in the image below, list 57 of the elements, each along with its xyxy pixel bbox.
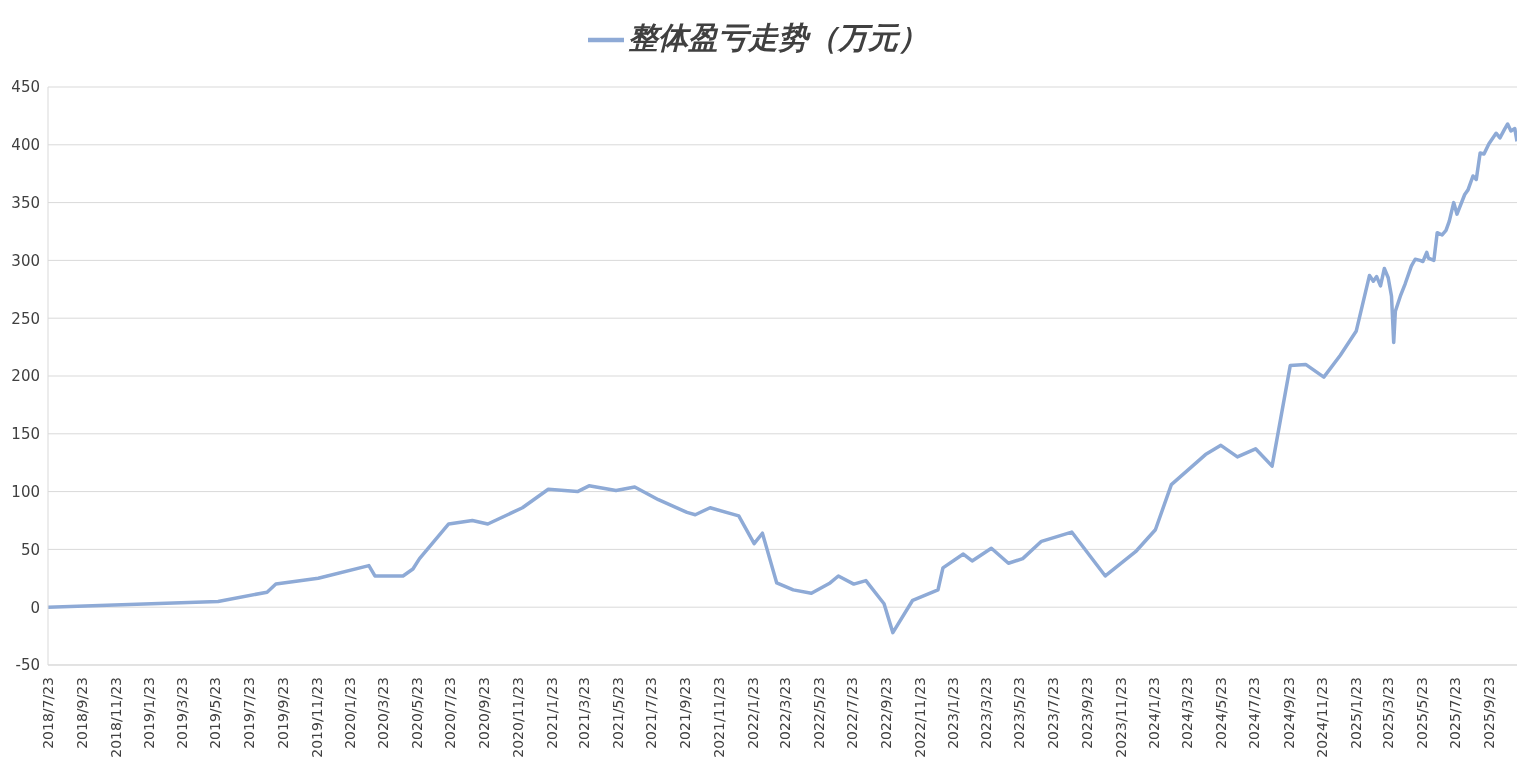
x-tick-label: 2022/5/23 (810, 677, 827, 749)
x-tick-label: 2020/5/23 (408, 677, 425, 749)
x-tick-label: 2024/3/23 (1179, 677, 1196, 749)
x-tick-label: 2023/1/23 (945, 677, 962, 749)
x-tick-label: 2020/7/23 (442, 677, 459, 749)
x-tick-label: 2025/3/23 (1380, 677, 1397, 749)
x-tick-label: 2018/9/23 (74, 677, 91, 749)
x-tick-label: 2025/5/23 (1413, 677, 1430, 749)
x-tick-label: 2025/1/23 (1347, 677, 1364, 749)
x-tick-label: 2019/11/23 (308, 677, 325, 758)
x-tick-label: 2023/11/23 (1112, 677, 1129, 758)
x-tick-label: 2021/1/23 (543, 677, 560, 749)
x-tick-label: 2021/3/23 (576, 677, 593, 749)
legend-label: 整体盈亏走势（万元） (627, 20, 928, 55)
x-tick-label: 2021/7/23 (643, 677, 660, 749)
y-tick-label: 300 (11, 251, 40, 270)
x-tick-label: 2022/9/23 (878, 677, 895, 749)
x-tick-label: 2024/11/23 (1314, 677, 1331, 758)
x-tick-label: 2019/7/23 (240, 677, 257, 749)
y-tick-label: -50 (15, 656, 40, 675)
x-tick-label: 2019/9/23 (275, 677, 292, 749)
y-tick-label: 100 (11, 482, 40, 501)
x-tick-label: 2023/5/23 (1011, 677, 1028, 749)
x-tick-label: 2022/11/23 (911, 677, 928, 758)
line-series (48, 122, 1517, 635)
x-tick-label: 2019/3/23 (173, 677, 190, 749)
y-tick-label: 0 (30, 598, 40, 617)
x-tick-label: 2020/11/23 (510, 677, 527, 758)
x-tick-label: 2019/1/23 (141, 677, 158, 749)
x-tick-label: 2021/11/23 (710, 677, 727, 758)
y-tick-label: 150 (11, 425, 40, 444)
x-tick-label: 2023/7/23 (1045, 677, 1062, 749)
x-tick-label: 2023/3/23 (977, 677, 994, 749)
y-tick-label: 50 (20, 540, 40, 559)
x-tick-label: 2024/1/23 (1146, 677, 1163, 749)
x-tick-label: 2022/7/23 (844, 677, 861, 749)
x-tick-label: 2021/5/23 (609, 677, 626, 749)
y-tick-label: 200 (11, 367, 40, 386)
y-tick-label: 350 (11, 193, 40, 212)
x-tick-label: 2020/9/23 (476, 677, 493, 749)
x-tick-label: 2021/9/23 (677, 677, 694, 749)
x-tick-label: 2018/11/23 (107, 677, 124, 758)
y-tick-label: 450 (11, 78, 40, 97)
x-tick-label: 2022/3/23 (776, 677, 793, 749)
x-tick-label: 2020/3/23 (375, 677, 392, 749)
x-tick-label: 2023/9/23 (1079, 677, 1096, 749)
x-tick-label: 2024/7/23 (1246, 677, 1263, 749)
x-tick-label: 2022/1/23 (744, 677, 761, 749)
x-tick-label: 2020/1/23 (342, 677, 359, 749)
x-tick-label: 2024/5/23 (1212, 677, 1229, 749)
x-tick-label: 2018/7/23 (40, 677, 56, 749)
y-tick-label: 400 (11, 136, 40, 155)
x-tick-label: 2024/9/23 (1280, 677, 1297, 749)
x-tick-label: 2019/5/23 (207, 677, 224, 749)
x-tick-label: 2025/9/23 (1481, 677, 1498, 749)
x-tick-label: 2025/7/23 (1447, 677, 1464, 749)
y-tick-label: 250 (11, 309, 40, 328)
